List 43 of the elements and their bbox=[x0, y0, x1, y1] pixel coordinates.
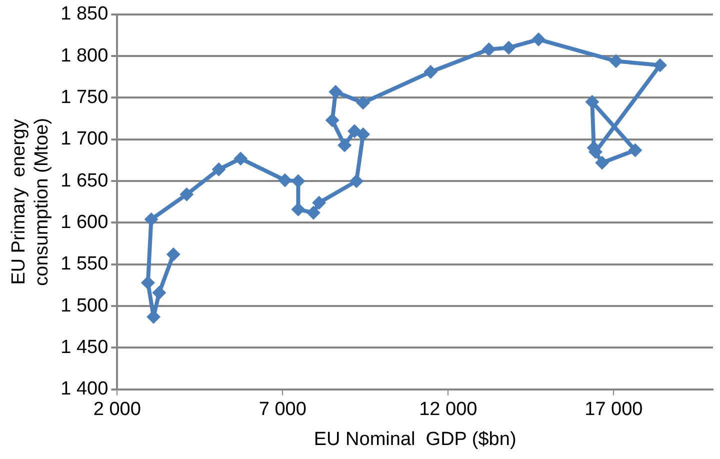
point bbox=[278, 173, 292, 188]
point bbox=[306, 206, 320, 220]
point bbox=[482, 42, 496, 56]
point bbox=[144, 212, 158, 226]
y-tick-label: 1 600 bbox=[60, 212, 108, 233]
y-tick-label: 1 450 bbox=[60, 336, 108, 358]
x-axis-title: EU Nominal GDP ($bn) bbox=[314, 428, 516, 450]
point bbox=[338, 138, 352, 152]
point bbox=[166, 247, 180, 262]
point bbox=[328, 84, 343, 99]
y-tick-label: 1 800 bbox=[60, 45, 108, 66]
y-tick-label: 1 400 bbox=[60, 378, 108, 400]
point bbox=[347, 124, 362, 138]
point bbox=[356, 96, 370, 110]
point bbox=[312, 196, 326, 210]
x-tick-label: 7 000 bbox=[258, 399, 306, 420]
point bbox=[424, 64, 438, 79]
y-tick-label: 1 850 bbox=[60, 4, 108, 25]
point bbox=[349, 174, 364, 188]
point bbox=[140, 276, 155, 290]
point bbox=[325, 113, 340, 128]
point bbox=[628, 143, 642, 158]
x-tick-label: 12 000 bbox=[419, 399, 478, 420]
point bbox=[291, 174, 306, 188]
point bbox=[291, 202, 306, 216]
x-tick-label: 2 000 bbox=[93, 399, 141, 420]
point bbox=[180, 187, 194, 202]
point bbox=[152, 286, 166, 300]
point bbox=[595, 156, 610, 170]
y-tick-label: 1 650 bbox=[60, 170, 108, 192]
point bbox=[585, 94, 600, 109]
point bbox=[532, 32, 546, 46]
point bbox=[234, 152, 248, 166]
point bbox=[212, 162, 226, 176]
point bbox=[502, 40, 516, 55]
y-tick-label: 1 550 bbox=[60, 254, 108, 275]
y-tick-label: 1 750 bbox=[60, 86, 108, 108]
y-tick-label: 1 700 bbox=[60, 128, 108, 150]
point bbox=[653, 58, 668, 72]
y-axis-title: EU Primary energy consumption (Mtoe) bbox=[8, 118, 52, 286]
x-tick-label: 17 000 bbox=[584, 399, 643, 420]
y-tick-label: 1 500 bbox=[60, 295, 108, 316]
point bbox=[609, 54, 624, 68]
